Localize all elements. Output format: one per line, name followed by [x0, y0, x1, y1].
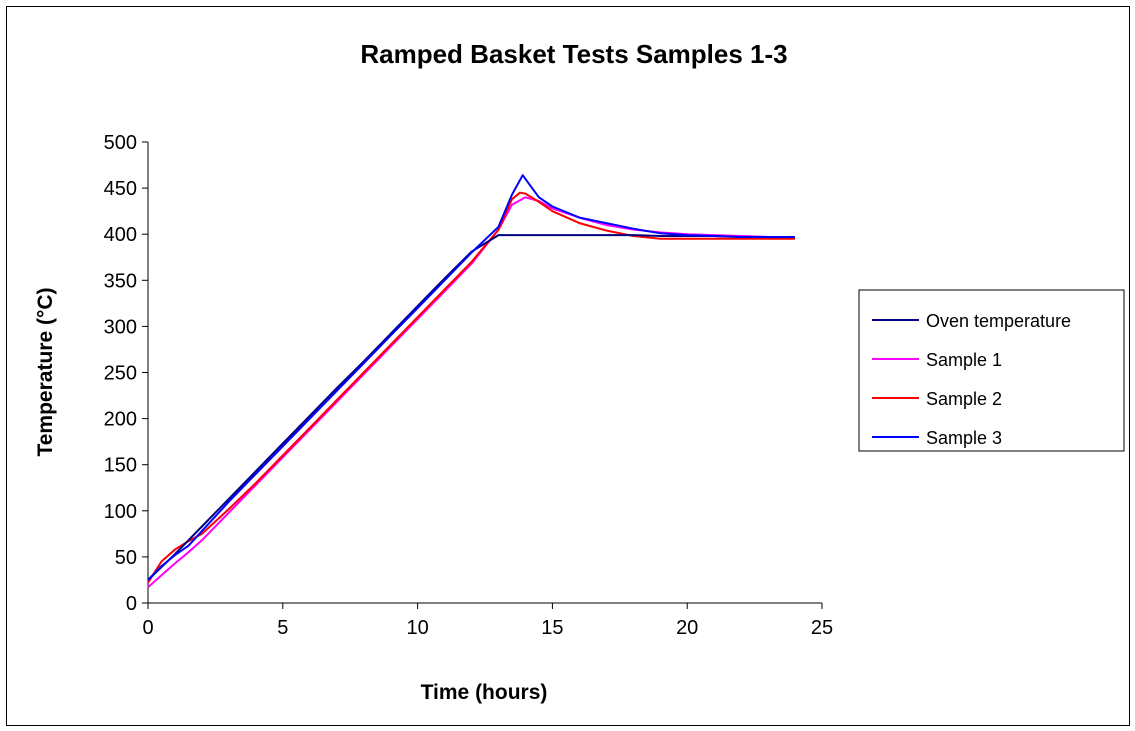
legend-box	[858, 289, 1125, 452]
y-tick-label: 400	[104, 224, 137, 246]
y-tick-label: 300	[104, 316, 137, 338]
x-tick-label: 5	[277, 617, 288, 639]
x-tick-label: 25	[811, 617, 833, 639]
legend: Oven temperature Sample 1 Sample 2 Sample 3	[858, 289, 1125, 452]
series-lines	[147, 174, 796, 589]
legend-label: Sample 3	[926, 428, 1002, 448]
x-tick-label: 20	[676, 617, 698, 639]
x-tick-label: 0	[142, 617, 153, 639]
x-tick-label: 10	[406, 617, 428, 639]
y-tick-label: 250	[104, 363, 137, 385]
y-axis-label: Temperature (°C)	[34, 287, 57, 456]
series-line-sample-1	[147, 196, 796, 589]
series-line-oven-temperature	[147, 234, 795, 581]
y-tick-label: 350	[104, 270, 137, 292]
y-tick-label: 50	[115, 547, 137, 569]
chart-title: Ramped Basket Tests Samples 1-3	[360, 39, 787, 69]
chart-frame: Ramped Basket Tests Samples 1-3 0 50 100 15…	[6, 6, 1130, 726]
x-axis-label: Time (hours)	[421, 681, 548, 704]
line-chart: Ramped Basket Tests Samples 1-3 05010015…	[34, 39, 1125, 704]
y-tick-label: 100	[104, 501, 137, 523]
series-line-sample-2	[147, 191, 795, 584]
plot-area	[147, 142, 822, 604]
legend-label: Sample 1	[926, 350, 1002, 370]
series-line-sample-3	[147, 174, 795, 581]
y-tick-label: 500	[104, 132, 137, 154]
x-tick-label: 15	[541, 617, 563, 639]
y-tick-label: 0	[126, 593, 137, 615]
y-tick-label: 200	[104, 409, 137, 431]
y-tick-label: 450	[104, 178, 137, 200]
y-axis-ticks: 0 50 100 150 200 250 300 350 400 450 500	[104, 132, 148, 615]
legend-label: Sample 2	[926, 389, 1002, 409]
x-axis-ticks: 0 5 10 15 20 25	[142, 603, 833, 639]
y-tick-label: 150	[104, 455, 137, 477]
legend-label: Oven temperature	[926, 311, 1071, 331]
